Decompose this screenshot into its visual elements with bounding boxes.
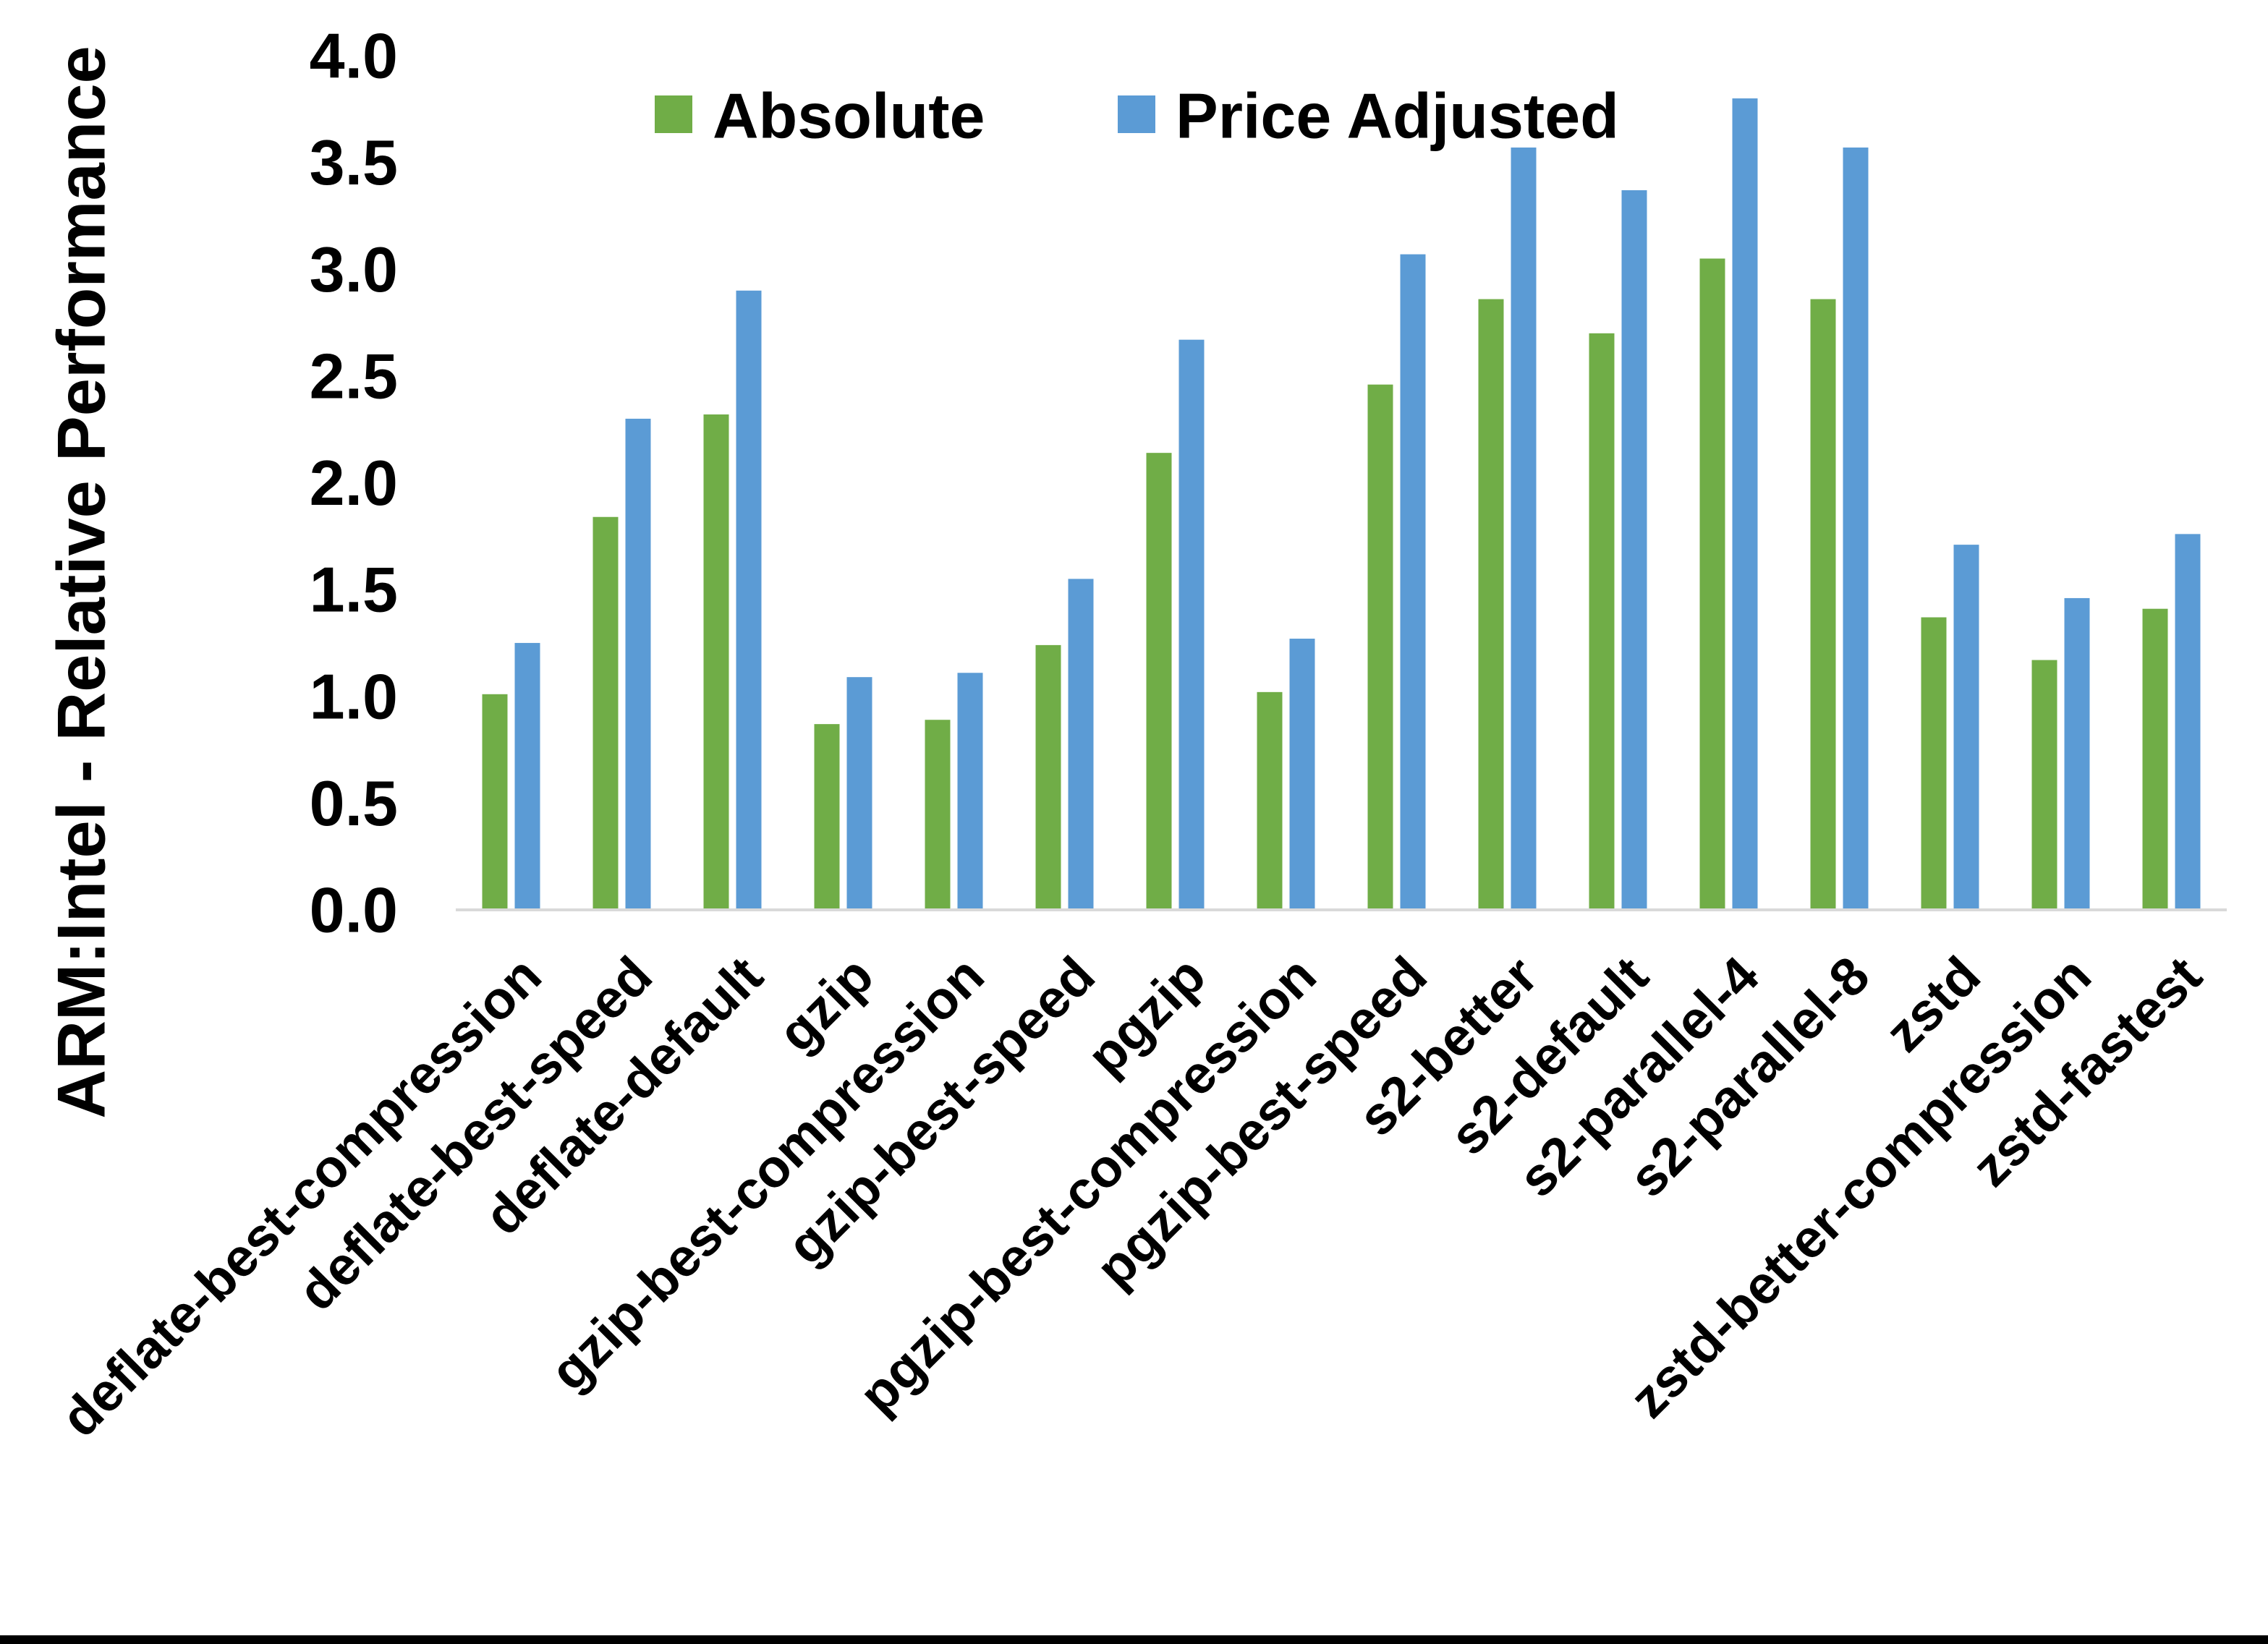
bottom-border: [0, 1635, 2268, 1644]
x-category-label-deflate-best-compression: deflate-best-compression: [49, 945, 552, 1448]
bar-price-adjusted-deflate-best-speed: [625, 418, 651, 910]
legend-swatch-absolute: [655, 95, 692, 133]
bar-absolute-zstd-fastest: [2142, 608, 2168, 910]
bar-absolute-s2-parallel-4: [1699, 258, 1725, 910]
bar-price-adjusted-deflate-best-compression: [514, 642, 540, 910]
y-tick-label: 2.0: [310, 447, 398, 519]
legend-swatch-price-adjusted: [1118, 95, 1155, 133]
y-tick-label: 3.0: [310, 234, 398, 305]
y-tick-label: 4.0: [310, 20, 398, 92]
y-axis-ticks: 0.0 0.5 1.0 1.5 2.0 2.5 3.0 3.5 4.0: [310, 20, 398, 946]
y-tick-label: 3.5: [310, 127, 398, 198]
bar-absolute-gzip-best-compression: [925, 720, 951, 910]
bar-absolute-deflate-best-speed: [593, 516, 619, 910]
bar-absolute-pgzip-best-speed: [1367, 384, 1393, 910]
bar-price-adjusted-gzip-best-speed: [1068, 579, 1094, 910]
bar-absolute-deflate-best-compression: [482, 694, 508, 910]
bar-absolute-pgzip-best-compression: [1257, 691, 1283, 910]
bar-price-adjusted-s2-parallel-8: [1843, 147, 1869, 910]
bar-price-adjusted-pgzip-best-speed: [1400, 254, 1426, 910]
bar-absolute-s2-default: [1589, 333, 1615, 910]
bar-price-adjusted-zstd-fastest: [2175, 534, 2201, 910]
bar-price-adjusted-zstd: [1953, 545, 1979, 910]
bar-price-adjusted-zstd-better-compression: [2064, 597, 2090, 910]
legend-label-absolute: Absolute: [713, 80, 985, 152]
bar-price-adjusted-pgzip-best-compression: [1289, 639, 1315, 910]
y-tick-label: 2.5: [310, 340, 398, 412]
y-tick-label: 1.0: [310, 660, 398, 732]
bar-absolute-s2-better: [1478, 299, 1504, 911]
bar-price-adjusted-gzip-best-compression: [957, 673, 983, 910]
y-tick-label: 0.5: [310, 767, 398, 839]
bar-absolute-gzip: [814, 724, 840, 910]
bar-absolute-pgzip: [1146, 453, 1172, 910]
bar-price-adjusted-pgzip: [1178, 339, 1205, 910]
bar-price-adjusted-gzip: [846, 677, 872, 910]
x-axis-labels: deflate-best-compressiondeflate-best-spe…: [49, 945, 2212, 1448]
bar-absolute-zstd-better-compression: [2031, 660, 2057, 910]
y-tick-label: 0.0: [310, 874, 398, 946]
bar-absolute-gzip-best-speed: [1035, 644, 1061, 910]
bar-price-adjusted-s2-default: [1621, 190, 1647, 910]
bar-absolute-deflate-default: [703, 414, 729, 910]
bar-price-adjusted-s2-better: [1511, 147, 1537, 910]
y-tick-label: 1.5: [310, 554, 398, 626]
bars-group: [482, 98, 2201, 911]
bar-absolute-zstd: [1921, 617, 1947, 910]
legend-label-price-adjusted: Price Adjusted: [1176, 80, 1619, 152]
legend: Absolute Price Adjusted: [655, 80, 1619, 152]
bar-absolute-s2-parallel-8: [1810, 299, 1836, 911]
y-axis-title: ARM:Intel - Relative Performance: [43, 46, 119, 1118]
bar-price-adjusted-s2-parallel-4: [1732, 98, 1758, 910]
bar-price-adjusted-deflate-default: [736, 290, 762, 910]
